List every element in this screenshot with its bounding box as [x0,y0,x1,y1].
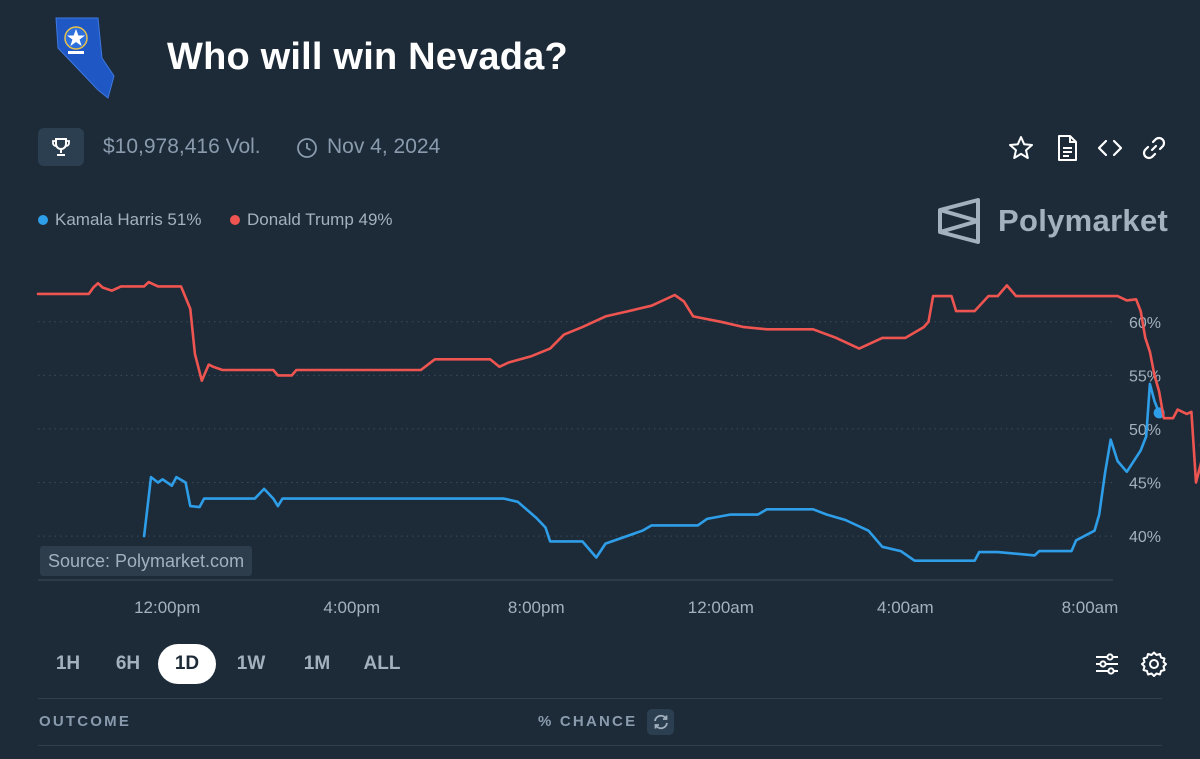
star-icon[interactable] [1007,134,1035,162]
legend-dot-harris [38,215,48,225]
range-1h-button[interactable]: 1H [55,653,81,674]
legend-item-trump: Donald Trump 49% [230,210,393,230]
y-tick-label: 60% [1129,315,1161,332]
range-1w-button[interactable]: 1W [236,653,266,674]
x-tick-label: 8:00am [1062,598,1119,617]
y-tick-label: 50% [1129,422,1161,439]
series-line-harris [142,382,1161,562]
page-title: Who will win Nevada? [167,36,568,78]
polymarket-brand: Polymarket [936,196,1168,246]
x-tick-label: 4:00pm [323,598,380,617]
legend-dot-trump [230,215,240,225]
x-tick-label: 8:00pm [508,598,565,617]
range-1m-button[interactable]: 1M [303,653,331,674]
refresh-icon[interactable] [647,709,674,735]
x-tick-label: 12:00am [688,598,754,617]
outcome-column-header: OUTCOME [39,713,132,730]
end-date-text: Nov 4, 2024 [327,135,441,158]
link-icon[interactable] [1140,134,1168,162]
trophy-button[interactable] [38,128,84,166]
document-icon[interactable] [1053,134,1081,162]
y-tick-label: 45% [1129,476,1161,493]
y-tick-label: 40% [1129,529,1161,546]
gear-icon[interactable] [1140,650,1168,678]
x-tick-label: 12:00pm [134,598,200,617]
table-divider-top [38,698,1162,699]
legend-label-trump: Donald Trump 49% [247,210,393,229]
x-tick-label: 4:00am [877,598,934,617]
volume-text: $10,978,416 Vol. [103,135,261,158]
table-divider-bottom [38,745,1162,746]
polymarket-logo-icon [938,198,980,244]
source-watermark: Source: Polymarket.com [40,546,253,576]
trophy-icon [52,138,70,156]
range-6h-button[interactable]: 6H [115,653,141,674]
brand-name: Polymarket [998,203,1169,238]
range-all-button[interactable]: ALL [363,653,401,674]
code-icon[interactable] [1096,134,1124,162]
nevada-state-flag-icon [54,14,118,104]
clock-icon [296,137,318,159]
series-line-trump [36,280,1200,484]
price-chart[interactable]: 40%45%50%55%60%12:00pm 4:00pm 8:00pm 12:00a… [0,260,1200,620]
range-1d-button[interactable]: 1D [158,644,216,684]
legend-item-harris: Kamala Harris 51% [38,210,201,230]
chance-column-header: % CHANCE [538,713,638,730]
legend-label-harris: Kamala Harris 51% [55,210,202,229]
filter-sliders-icon[interactable] [1094,651,1120,677]
